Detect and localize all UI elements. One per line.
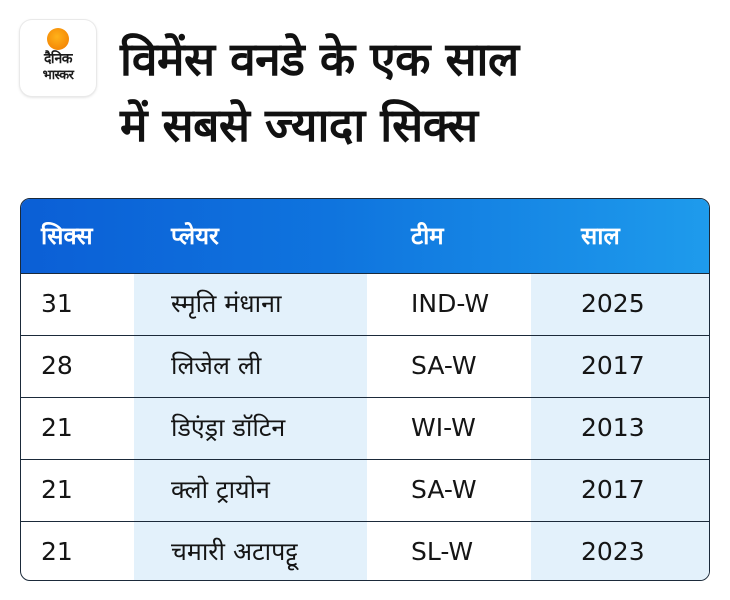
header-sixes: सिक्स xyxy=(41,222,93,250)
cell-player: स्मृति मंधाना xyxy=(171,289,282,318)
table-row: 21 डिएंड्रा डॉटिन WI-W 2013 xyxy=(21,397,709,459)
year-column-shade xyxy=(531,273,709,580)
cell-sixes: 21 xyxy=(41,537,73,566)
sixes-table: सिक्स प्लेयर टीम साल 31 स्मृति मंधाना IN… xyxy=(20,198,710,581)
cell-year: 2013 xyxy=(581,413,645,442)
cell-player: लिजेल ली xyxy=(171,351,262,380)
cell-player: क्लो ट्रायोन xyxy=(171,475,270,504)
cell-team: IND-W xyxy=(411,289,490,318)
cell-team: SA-W xyxy=(411,475,477,504)
player-column-shade xyxy=(134,273,367,580)
cell-year: 2025 xyxy=(581,289,645,318)
header-player: प्लेयर xyxy=(171,222,219,250)
table-row: 28 लिजेल ली SA-W 2017 xyxy=(21,335,709,397)
cell-player: डिएंड्रा डॉटिन xyxy=(171,413,286,442)
cell-year: 2017 xyxy=(581,351,645,380)
cell-player: चमारी अटापट्टू xyxy=(171,537,298,566)
table-row: 21 चमारी अटापट्टू SL-W 2023 xyxy=(21,521,709,580)
cell-team: WI-W xyxy=(411,413,476,442)
title-line-2: में सबसे ज्यादा सिक्स xyxy=(120,98,478,152)
table-header: सिक्स प्लेयर टीम साल xyxy=(21,199,709,273)
logo-text-line2: भास्कर xyxy=(42,68,74,83)
table-row: 21 क्लो ट्रायोन SA-W 2017 xyxy=(21,459,709,521)
cell-year: 2017 xyxy=(581,475,645,504)
logo-text-line1: दैनिक xyxy=(43,51,73,67)
title-line-1: विमेंस वनडे के एक साल xyxy=(120,32,519,86)
dainik-bhaskar-logo: दैनिक भास्कर xyxy=(20,20,96,96)
header-year: साल xyxy=(581,222,620,250)
cell-sixes: 31 xyxy=(41,289,73,318)
sun-icon xyxy=(47,28,69,50)
cell-sixes: 28 xyxy=(41,351,73,380)
cell-team: SA-W xyxy=(411,351,477,380)
cell-team: SL-W xyxy=(411,537,474,566)
cell-sixes: 21 xyxy=(41,413,73,442)
cell-sixes: 21 xyxy=(41,475,73,504)
cell-year: 2023 xyxy=(581,537,645,566)
page-title: विमेंस वनडे के एक साल में सबसे ज्यादा सि… xyxy=(120,26,700,158)
table-row: 31 स्मृति मंधाना IND-W 2025 xyxy=(21,273,709,335)
header-team: टीम xyxy=(411,222,444,250)
